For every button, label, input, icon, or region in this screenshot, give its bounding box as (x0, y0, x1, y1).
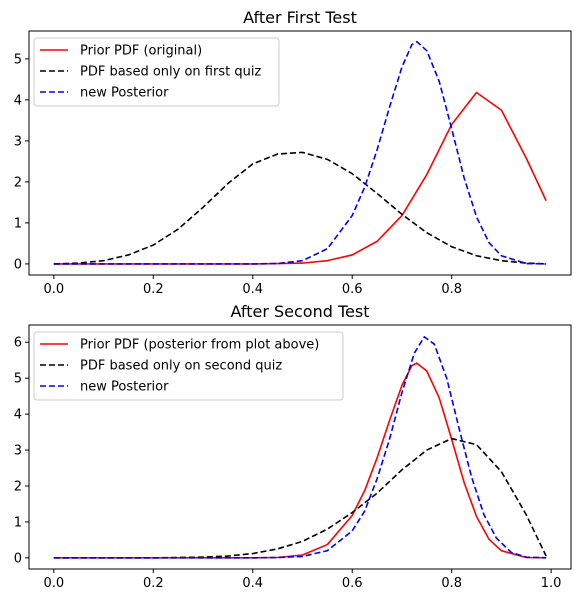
legend: Prior PDF (posterior from plot above) PDF… (33, 331, 344, 401)
series-line-2 (53, 151, 547, 265)
x-tick-label: 0.0 (44, 576, 65, 591)
x-tick-label: 0.2 (143, 282, 164, 297)
y-tick-label: 1 (14, 216, 22, 231)
x-tick-label: 0.4 (242, 576, 263, 591)
series-layer (53, 336, 547, 559)
y-tick-label: 4 (14, 408, 22, 423)
y-axis-ticks: 0 1 2 3 4 5 6 (14, 336, 29, 566)
y-axis-ticks: 0 1 2 3 4 5 (14, 52, 29, 272)
series-line-3 (53, 40, 547, 265)
legend: Prior PDF (original) PDF based only on fi… (33, 37, 280, 107)
x-tick-label: 0.4 (242, 282, 263, 297)
x-tick-label: 0.6 (342, 576, 363, 591)
x-tick-label: 0.8 (441, 282, 462, 297)
series-line-3 (53, 336, 547, 559)
legend-entry-label: Prior PDF (original) (80, 44, 202, 59)
legend-entry-label: new Posterior (80, 86, 169, 101)
y-tick-label: 3 (14, 134, 22, 149)
y-tick-label: 6 (14, 336, 22, 351)
x-tick-label: 0.2 (143, 576, 164, 591)
x-axis-ticks: 0.0 0.2 0.4 0.6 0.8 1.0 (44, 569, 562, 591)
series-layer (53, 40, 547, 265)
x-axis-ticks: 0.0 0.2 0.4 0.6 0.8 (44, 275, 462, 297)
y-tick-label: 0 (14, 257, 22, 272)
x-tick-label: 0.0 (44, 282, 65, 297)
chart-title: After First Test (243, 8, 357, 27)
y-tick-label: 2 (14, 175, 22, 190)
x-tick-label: 0.6 (342, 282, 363, 297)
legend-entry-label: PDF based only on first quiz (80, 65, 261, 80)
y-tick-label: 5 (14, 52, 22, 67)
legend-entry-label: new Posterior (80, 380, 169, 395)
y-tick-label: 3 (14, 444, 22, 459)
legend-entry-label: Prior PDF (posterior from plot above) (80, 338, 319, 353)
y-tick-label: 0 (14, 551, 22, 566)
y-tick-label: 2 (14, 479, 22, 494)
y-tick-label: 4 (14, 93, 22, 108)
y-tick-label: 5 (14, 372, 22, 387)
chart-after-second-test: After Second Test 0.0 0.2 0.4 0.6 0.8 1.0 0 1 2… (14, 302, 572, 591)
chart-after-first-test: After First Test 0.0 0.2 0.4 0.6 0.8 012345 … (14, 8, 572, 297)
legend-entry-label: PDF based only on second quiz (80, 359, 282, 374)
x-tick-label: 0.8 (441, 576, 462, 591)
y-tick-label: 1 (14, 515, 22, 530)
legend-box (33, 331, 344, 401)
x-tick-label: 1.0 (541, 576, 562, 591)
legend-box (33, 37, 280, 107)
chart-title: After Second Test (231, 302, 370, 321)
